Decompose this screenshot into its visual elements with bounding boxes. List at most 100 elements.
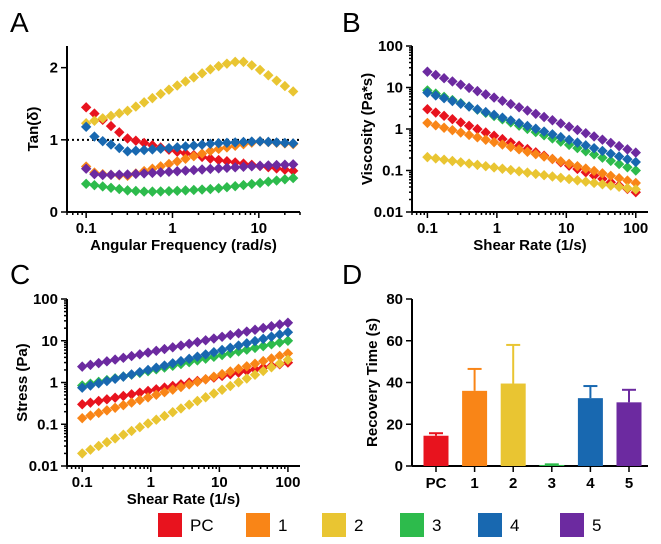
data-point-b-5 [530, 108, 541, 119]
data-point-b-3 [622, 162, 633, 173]
data-point-a-pc [205, 153, 216, 164]
data-point-b-4 [547, 129, 558, 140]
x-tick-label: 1 [470, 475, 478, 492]
data-point-a-4 [105, 139, 117, 150]
legend-label-pc: PC [190, 516, 214, 535]
data-point-b-4 [588, 142, 600, 154]
data-point-b-4 [463, 101, 475, 112]
data-point-a-4 [205, 138, 216, 149]
data-point-a-1 [213, 143, 224, 155]
y-tick-label: 1 [50, 132, 58, 149]
data-point-b-4 [438, 93, 450, 104]
data-point-b-1 [563, 158, 575, 169]
data-point-c-5 [200, 335, 211, 346]
data-point-c-pc [77, 399, 88, 410]
data-point-a-3 [130, 185, 142, 197]
data-point-a-5 [246, 161, 257, 172]
data-point-b-2 [538, 170, 550, 181]
data-point-b-2 [430, 153, 441, 164]
data-point-c-4 [142, 364, 154, 376]
data-point-b-4 [488, 109, 500, 121]
data-point-a-2 [213, 60, 224, 72]
data-point-b-5 [580, 127, 591, 139]
data-point-a-5 [80, 163, 92, 174]
data-point-b-2 [438, 154, 450, 165]
data-point-a-5 [279, 159, 291, 170]
panel-a: A 0 1 2 Tan(δ) Angular Frequency (rad/s)0.1 1 1… [10, 7, 301, 254]
data-point-b-1 [497, 139, 508, 150]
data-point-a-5 [287, 159, 299, 170]
data-point-b-1 [622, 175, 633, 186]
data-point-b-1 [605, 170, 616, 181]
data-point-a-4 [213, 137, 224, 149]
data-point-a-4 [80, 121, 92, 133]
bar-5 [616, 402, 642, 466]
data-point-c-5 [241, 326, 252, 337]
data-point-b-1 [613, 172, 625, 184]
data-point-b-pc [438, 110, 450, 122]
data-point-a-2 [89, 115, 100, 126]
x-tick-label: 10 [250, 220, 267, 237]
data-point-c-2 [118, 429, 129, 440]
data-point-a-3 [163, 185, 175, 197]
data-point-a-5 [163, 166, 175, 178]
legend-label-1: 1 [278, 516, 287, 535]
panel-label-a: A [10, 7, 29, 38]
data-point-b-2 [613, 181, 625, 193]
data-point-c-5 [183, 338, 195, 350]
data-point-c-pc [134, 387, 146, 398]
data-point-b-1 [572, 160, 583, 172]
y-tick-label: 1 [395, 121, 403, 138]
data-point-a-2 [188, 72, 199, 83]
data-point-c-4 [266, 331, 277, 342]
data-point-b-pc [447, 113, 458, 125]
data-point-a-5 [271, 159, 282, 171]
data-point-a-4 [155, 143, 166, 154]
data-point-c-1 [118, 399, 129, 411]
data-point-b-2 [455, 157, 466, 168]
data-point-c-5 [167, 342, 178, 353]
data-point-a-2 [196, 68, 208, 79]
data-point-b-5 [555, 118, 566, 129]
data-point-b-4 [472, 104, 483, 115]
data-point-c-4 [249, 335, 261, 347]
data-point-a-4 [172, 142, 183, 153]
data-point-c-2 [175, 403, 187, 414]
y-tick-label: 20 [386, 416, 403, 433]
data-point-c-3 [233, 346, 244, 357]
data-point-c-4 [77, 382, 88, 393]
data-point-a-3 [254, 177, 266, 189]
data-point-a-5 [221, 162, 233, 174]
data-point-b-2 [472, 159, 483, 171]
data-point-c-2 [109, 433, 121, 444]
y-tick-label: 40 [386, 375, 403, 392]
y-axis-label: Stress (Pa) [14, 343, 31, 421]
data-point-b-1 [513, 144, 525, 155]
data-point-b-5 [563, 121, 575, 132]
data-point-b-4 [455, 98, 466, 109]
x-tick-label: PC [426, 475, 447, 492]
data-point-c-2 [233, 377, 244, 388]
data-point-a-2 [105, 110, 117, 122]
data-point-b-4 [580, 140, 591, 151]
data-point-a-2 [238, 56, 249, 68]
data-point-a-4 [188, 140, 199, 151]
data-point-a-5 [188, 164, 199, 176]
data-point-a-2 [163, 84, 175, 95]
data-point-c-3 [282, 335, 294, 346]
data-point-a-5 [172, 166, 183, 177]
data-point-a-1 [196, 148, 208, 159]
legend-swatch-pc [158, 513, 182, 537]
data-point-a-pc [221, 156, 233, 167]
x-tick-label: 0.1 [72, 474, 93, 491]
data-point-c-pc [126, 389, 137, 400]
data-point-c-4 [151, 362, 162, 373]
data-point-c-3 [249, 342, 261, 354]
data-point-a-5 [263, 160, 274, 171]
data-point-a-4 [196, 139, 208, 150]
data-point-a-pc [287, 165, 299, 177]
data-point-c-4 [159, 360, 170, 371]
data-point-c-2 [200, 392, 211, 403]
data-point-b-2 [447, 155, 458, 167]
data-point-a-2 [97, 113, 108, 124]
